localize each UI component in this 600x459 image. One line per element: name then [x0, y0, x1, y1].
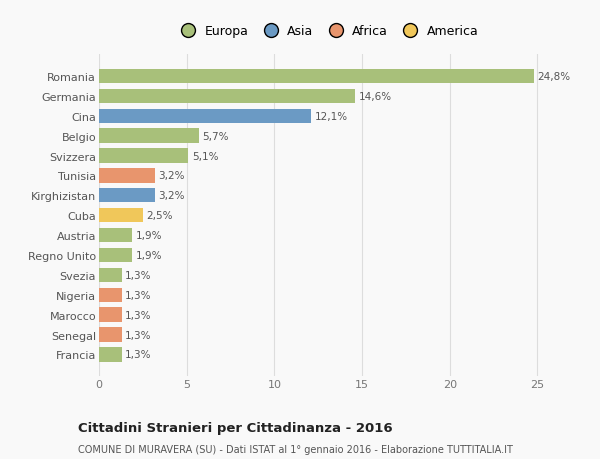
Bar: [99, 229, 133, 243]
Bar: [99, 308, 122, 322]
Text: 5,7%: 5,7%: [202, 131, 229, 141]
Text: 5,1%: 5,1%: [192, 151, 218, 161]
Text: 3,2%: 3,2%: [158, 171, 185, 181]
Text: 1,3%: 1,3%: [125, 350, 152, 359]
Bar: [99, 208, 143, 223]
Text: Cittadini Stranieri per Cittadinanza - 2016: Cittadini Stranieri per Cittadinanza - 2…: [78, 421, 392, 434]
Bar: [99, 149, 188, 163]
Bar: [99, 248, 133, 263]
Text: 14,6%: 14,6%: [359, 92, 392, 101]
Text: COMUNE DI MURAVERA (SU) - Dati ISTAT al 1° gennaio 2016 - Elaborazione TUTTITALI: COMUNE DI MURAVERA (SU) - Dati ISTAT al …: [78, 444, 513, 454]
Bar: [99, 90, 355, 104]
Text: 2,5%: 2,5%: [146, 211, 173, 221]
Text: 12,1%: 12,1%: [315, 112, 348, 122]
Bar: [99, 268, 122, 282]
Text: 1,3%: 1,3%: [125, 270, 152, 280]
Bar: [99, 288, 122, 302]
Bar: [99, 328, 122, 342]
Text: 1,3%: 1,3%: [125, 330, 152, 340]
Text: 1,3%: 1,3%: [125, 290, 152, 300]
Legend: Europa, Asia, Africa, America: Europa, Asia, Africa, America: [173, 23, 481, 41]
Text: 1,9%: 1,9%: [136, 251, 163, 260]
Bar: [99, 169, 155, 183]
Text: 1,9%: 1,9%: [136, 230, 163, 241]
Bar: [99, 70, 534, 84]
Text: 1,3%: 1,3%: [125, 310, 152, 320]
Bar: [99, 347, 122, 362]
Bar: [99, 109, 311, 123]
Bar: [99, 129, 199, 144]
Bar: [99, 189, 155, 203]
Text: 3,2%: 3,2%: [158, 191, 185, 201]
Text: 24,8%: 24,8%: [538, 72, 571, 82]
